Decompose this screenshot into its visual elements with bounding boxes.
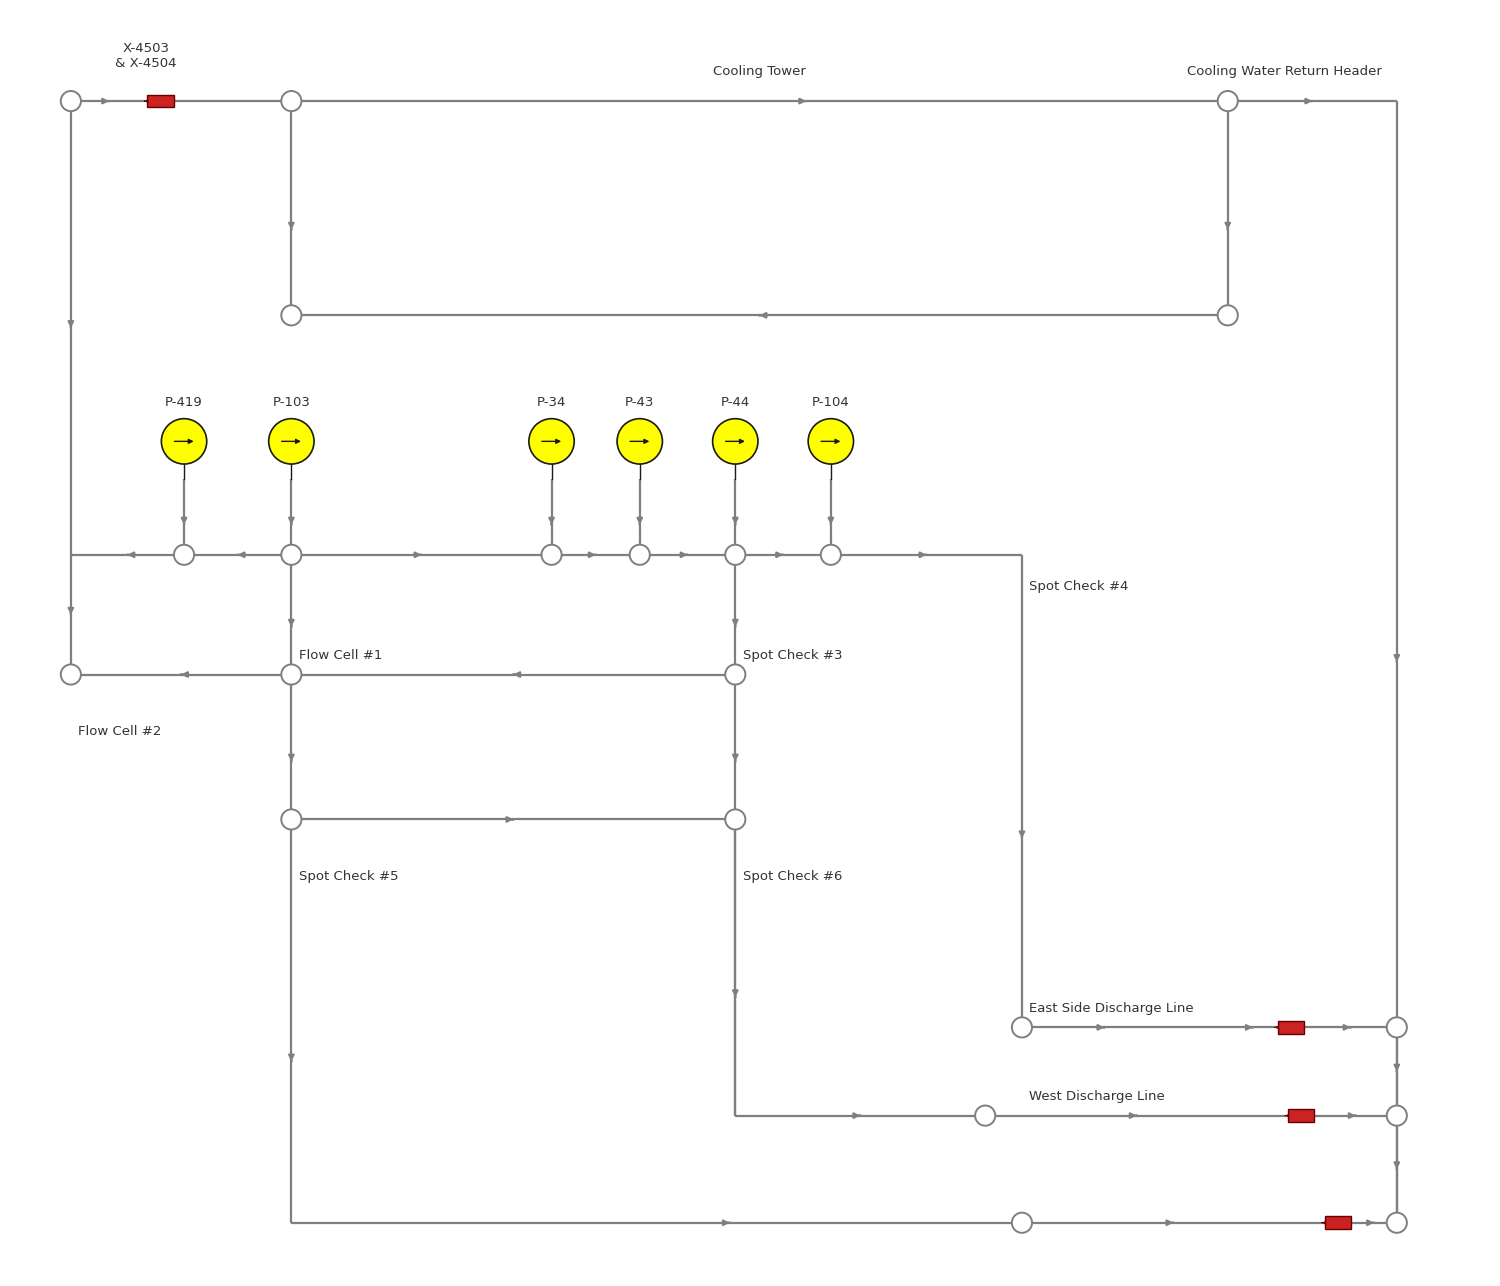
Circle shape — [630, 545, 650, 565]
Text: Flow Cell #1: Flow Cell #1 — [298, 649, 382, 662]
Circle shape — [282, 809, 302, 829]
Text: East Side Discharge Line: East Side Discharge Line — [1029, 1002, 1194, 1015]
Text: Flow Cell #2: Flow Cell #2 — [78, 725, 162, 738]
FancyBboxPatch shape — [1288, 1110, 1314, 1121]
FancyBboxPatch shape — [147, 95, 174, 107]
Circle shape — [1386, 1017, 1407, 1038]
Text: P-103: P-103 — [273, 396, 310, 409]
Text: West Discharge Line: West Discharge Line — [1029, 1091, 1166, 1103]
Text: P-419: P-419 — [165, 396, 202, 409]
FancyBboxPatch shape — [1324, 1217, 1352, 1229]
Circle shape — [62, 665, 81, 684]
Circle shape — [282, 305, 302, 325]
Circle shape — [712, 419, 758, 464]
Circle shape — [530, 419, 574, 464]
Circle shape — [724, 545, 746, 565]
Circle shape — [282, 545, 302, 565]
Circle shape — [1386, 1106, 1407, 1125]
Circle shape — [1386, 1213, 1407, 1233]
Text: P-44: P-44 — [720, 396, 750, 409]
Circle shape — [62, 91, 81, 111]
Circle shape — [724, 809, 746, 829]
Circle shape — [282, 91, 302, 111]
Circle shape — [1218, 91, 1237, 111]
Circle shape — [724, 665, 746, 684]
Text: Spot Check #4: Spot Check #4 — [1029, 580, 1128, 593]
Circle shape — [1013, 1213, 1032, 1233]
Circle shape — [282, 665, 302, 684]
Text: P-43: P-43 — [626, 396, 654, 409]
Text: X-4503
& X-4504: X-4503 & X-4504 — [116, 41, 177, 69]
Text: Spot Check #6: Spot Check #6 — [742, 869, 842, 883]
Circle shape — [174, 545, 194, 565]
Text: Spot Check #5: Spot Check #5 — [298, 869, 398, 883]
Text: Spot Check #3: Spot Check #3 — [742, 649, 842, 662]
Text: Cooling Tower: Cooling Tower — [712, 66, 806, 78]
Text: Cooling Water Return Header: Cooling Water Return Header — [1186, 66, 1382, 78]
Circle shape — [162, 419, 207, 464]
Circle shape — [1218, 305, 1237, 325]
Circle shape — [616, 419, 663, 464]
Circle shape — [821, 545, 842, 565]
Circle shape — [808, 419, 853, 464]
Circle shape — [268, 419, 314, 464]
FancyBboxPatch shape — [1278, 1021, 1304, 1034]
Circle shape — [542, 545, 561, 565]
Circle shape — [1013, 1017, 1032, 1038]
Text: P-104: P-104 — [812, 396, 849, 409]
Circle shape — [975, 1106, 996, 1125]
Text: P-34: P-34 — [537, 396, 566, 409]
